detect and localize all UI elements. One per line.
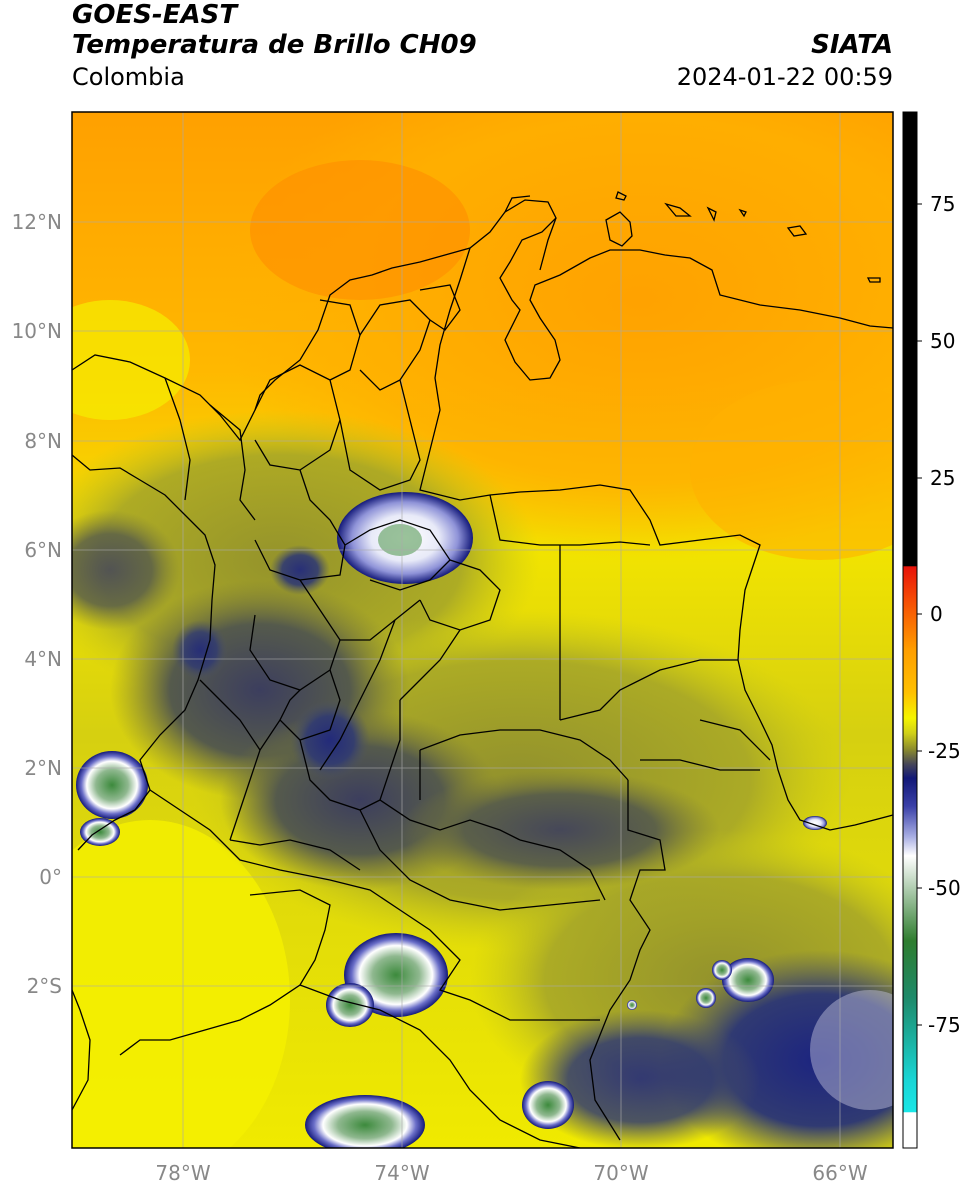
map-frame [71,111,894,1149]
lat-labels: 12°N 10°N 8°N 6°N 4°N 2°N 0° 2°S [12,210,62,998]
right-header: SIATA 2024-01-22 00:59 [677,30,893,92]
lat-label: 12°N [12,210,62,234]
title-block: GOES-EAST Temperatura de Brillo CH09 Col… [72,0,477,92]
colorbar-tick: 75 [930,192,955,216]
region-label: Colombia [72,63,185,91]
colorbar-tick: 0 [930,602,943,626]
satellite-title: GOES-EAST [72,0,238,30]
lat-label: 6°N [24,538,62,562]
colorbar-tick: -50 [928,876,961,900]
colorbar-tick: -75 [928,1013,961,1037]
lon-label: 70°W [593,1161,648,1185]
colorbar-scale [902,111,918,1149]
lon-label: 74°W [374,1161,429,1185]
lon-label: 78°W [155,1161,210,1185]
coastline-borders [72,191,893,1148]
lat-label: 8°N [24,429,62,453]
colorbar: 75 50 25 0 -25 -50 -75 [902,111,961,1149]
lon-label: 66°W [812,1161,867,1185]
colorbar-tick: -25 [928,739,961,763]
graticule [72,112,893,1148]
lat-label: 4°N [24,647,62,671]
timestamp-label: 2024-01-22 00:59 [676,63,893,91]
colorbar-tick: 50 [930,329,955,353]
colorbar-tick: 25 [930,466,955,490]
product-title: Temperatura de Brillo CH09 [72,30,477,60]
organization-label: SIATA [811,30,893,60]
brightness-temperature-field [72,112,893,1148]
lon-labels: 78°W 74°W 70°W 66°W [155,1161,867,1185]
lat-label: 10°N [12,319,62,343]
lat-label: 2°N [24,756,62,780]
lat-label: 2°S [27,974,62,998]
lat-label: 0° [39,865,62,889]
